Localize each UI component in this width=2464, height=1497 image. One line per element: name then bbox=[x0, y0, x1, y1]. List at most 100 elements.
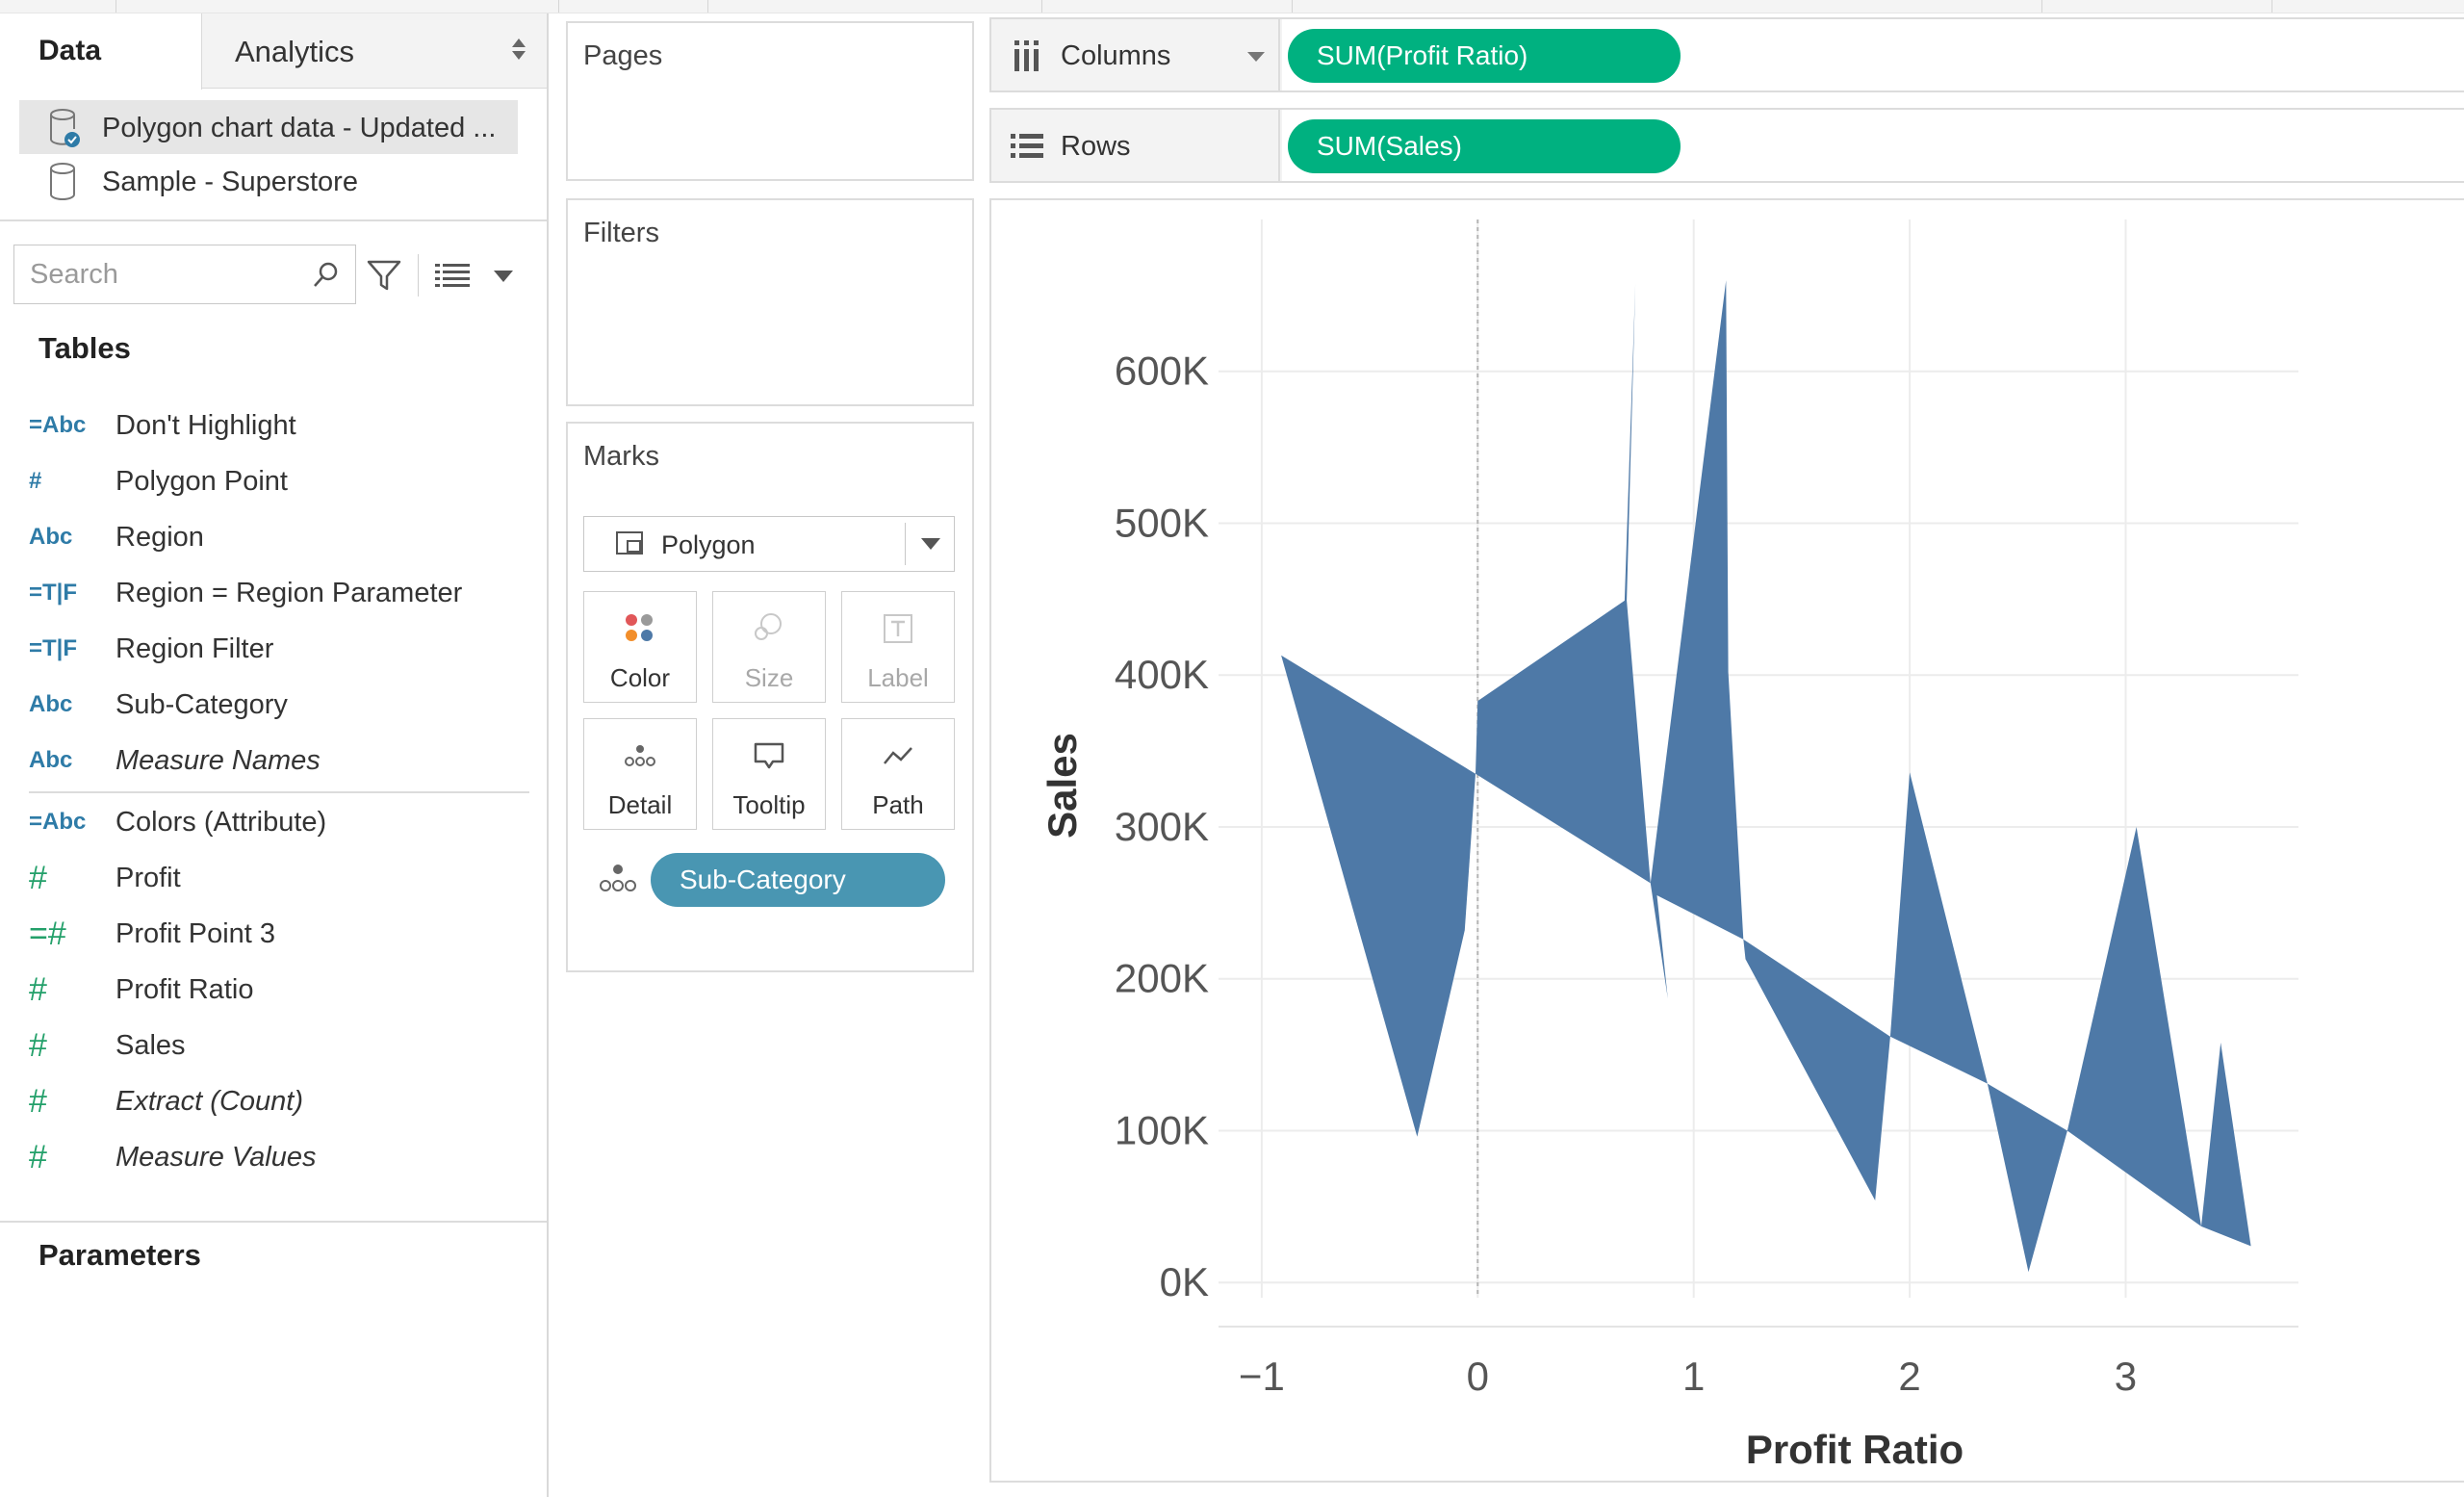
field-region-filter[interactable]: =T|F Region Filter bbox=[0, 622, 539, 676]
marks-card-title: Marks bbox=[583, 441, 659, 472]
field-label: Measure Names bbox=[116, 745, 321, 776]
sub-category-detail-pill[interactable]: Sub-Category bbox=[651, 853, 945, 907]
pages-card-title: Pages bbox=[583, 40, 663, 71]
tab-analytics-label: Analytics bbox=[235, 35, 355, 68]
database-connected-icon bbox=[50, 109, 80, 147]
filters-card[interactable]: Filters bbox=[566, 198, 974, 406]
marks-button-label: Detail bbox=[607, 790, 673, 819]
field-label: Measure Values bbox=[116, 1142, 317, 1173]
datasource-label: Sample - Superstore bbox=[102, 167, 358, 197]
x-tick-label: 3 bbox=[2115, 1354, 2137, 1399]
mark-type-dropdown[interactable]: Polygon bbox=[583, 516, 955, 572]
datasource-sample-superstore[interactable]: Sample - Superstore bbox=[19, 154, 518, 208]
field-measure-values[interactable]: # Measure Values bbox=[0, 1130, 539, 1184]
chevron-down-icon[interactable] bbox=[493, 270, 514, 283]
database-icon bbox=[50, 163, 75, 200]
marks-label-button[interactable]: Label bbox=[841, 591, 955, 703]
sum-profit-ratio-pill[interactable]: SUM(Profit Ratio) bbox=[1288, 29, 1681, 83]
polygon-mark-2[interactable] bbox=[1476, 283, 1651, 884]
chevron-down-icon[interactable] bbox=[1247, 52, 1265, 62]
polygon-mark-6[interactable] bbox=[1987, 1083, 2067, 1273]
measure-type-icon: # bbox=[29, 1139, 47, 1175]
dimension-type-icon: =Abc bbox=[29, 809, 87, 835]
polygon-mark-1[interactable] bbox=[1281, 655, 1476, 1137]
field-polygon-point[interactable]: # Polygon Point bbox=[0, 454, 539, 508]
marks-button-label: Tooltip bbox=[732, 790, 806, 819]
polygon-mark-4[interactable] bbox=[1743, 939, 1890, 1200]
marks-path-button[interactable]: Path bbox=[841, 718, 955, 830]
search-icon[interactable] bbox=[311, 261, 340, 290]
y-tick-label: 100K bbox=[1115, 1107, 1209, 1152]
x-tick-label: 2 bbox=[1898, 1354, 1920, 1399]
columns-drop-area[interactable]: SUM(Profit Ratio) bbox=[1282, 19, 2464, 90]
top-toolbar-strip bbox=[0, 0, 2464, 13]
tables-heading: Tables bbox=[38, 331, 131, 365]
field-region[interactable]: Abc Region bbox=[0, 510, 539, 564]
label-t-icon bbox=[884, 614, 912, 643]
rows-icon bbox=[1011, 134, 1043, 158]
field-colors-attribute[interactable]: =Abc Colors (Attribute) bbox=[0, 795, 539, 849]
field-extract-count[interactable]: # Extract (Count) bbox=[0, 1074, 539, 1128]
y-tick-label: 300K bbox=[1115, 804, 1209, 849]
marks-color-button[interactable]: Color bbox=[583, 591, 697, 703]
field-measure-names[interactable]: Abc Measure Names bbox=[0, 734, 539, 787]
columns-label: Columns bbox=[1061, 40, 1171, 71]
polygon-mark-5[interactable] bbox=[1889, 772, 1988, 1084]
filter-funnel-icon[interactable] bbox=[366, 258, 402, 293]
divider bbox=[0, 1221, 547, 1223]
dimension-type-icon: # bbox=[29, 468, 42, 494]
field-profit[interactable]: # Profit bbox=[0, 851, 539, 905]
dimension-type-icon: =Abc bbox=[29, 412, 87, 438]
chevron-down-icon[interactable] bbox=[921, 538, 940, 550]
polygon-chart[interactable]: 0K 100K 200K 300K 400K 500K 600K −1 0 1 2 3 Profit R… bbox=[991, 200, 2464, 1481]
polygon-mark-7[interactable] bbox=[2066, 827, 2201, 1226]
measure-type-icon bbox=[29, 1415, 106, 1469]
field-label: Region bbox=[116, 522, 204, 553]
tab-analytics[interactable]: Analytics bbox=[204, 13, 547, 89]
field-don-t-highlight[interactable]: =Abc Don't Highlight bbox=[0, 399, 539, 452]
field-label: Profit Ratio bbox=[116, 974, 254, 1005]
x-tick-label: 0 bbox=[1467, 1354, 1489, 1399]
rows-shelf-label[interactable]: Rows bbox=[991, 110, 1280, 181]
polygon-mark-8[interactable] bbox=[2201, 1043, 2251, 1247]
marks-size-button[interactable]: Size bbox=[712, 591, 826, 703]
y-tick-label: 200K bbox=[1115, 956, 1209, 1001]
dimension-type-icon: =T|F bbox=[29, 635, 78, 661]
field-label: Region Filter bbox=[116, 633, 274, 664]
size-circles-icon bbox=[755, 613, 782, 640]
parameters-heading: Parameters bbox=[38, 1238, 201, 1272]
measure-type-icon: # bbox=[29, 1027, 47, 1064]
field-region-region-parameter[interactable]: =T|F Region = Region Parameter bbox=[0, 566, 539, 620]
x-tick-label: 1 bbox=[1682, 1354, 1705, 1399]
sort-arrows-icon[interactable] bbox=[512, 39, 526, 62]
divider bbox=[0, 219, 547, 221]
parameter-top-customers[interactable] bbox=[0, 1415, 539, 1469]
x-tick-label: −1 bbox=[1239, 1354, 1285, 1399]
rows-drop-area[interactable]: SUM(Sales) bbox=[1282, 110, 2464, 181]
measure-type-icon: # bbox=[29, 1083, 47, 1120]
tab-data[interactable]: Data bbox=[0, 13, 202, 90]
measure-type-icon: # bbox=[29, 971, 47, 1008]
mark-type-label: Polygon bbox=[661, 530, 756, 559]
sum-sales-pill[interactable]: SUM(Sales) bbox=[1288, 119, 1681, 173]
polygon-mark-3[interactable] bbox=[1650, 280, 1744, 999]
marks-button-label: Size bbox=[744, 663, 794, 692]
y-tick-label: 600K bbox=[1115, 348, 1209, 394]
color-dots-icon bbox=[626, 614, 653, 641]
tooltip-bubble-icon bbox=[754, 742, 784, 769]
field-profit-ratio[interactable]: # Profit Ratio bbox=[0, 963, 539, 1017]
parameter-profit-bin-size[interactable] bbox=[0, 1303, 539, 1357]
marks-tooltip-button[interactable]: Tooltip bbox=[712, 718, 826, 830]
field-profit-point-3[interactable]: =# Profit Point 3 bbox=[0, 907, 539, 961]
field-sub-category[interactable]: Abc Sub-Category bbox=[0, 678, 539, 732]
columns-shelf: Columns SUM(Profit Ratio) bbox=[989, 17, 2464, 92]
columns-shelf-label[interactable]: Columns bbox=[991, 19, 1280, 90]
parameter-region-parameter[interactable] bbox=[0, 1359, 539, 1413]
pages-card[interactable]: Pages bbox=[566, 21, 974, 181]
field-label: Extract (Count) bbox=[116, 1086, 303, 1117]
field-sales[interactable]: # Sales bbox=[0, 1019, 539, 1072]
view-list-icon[interactable] bbox=[435, 262, 470, 289]
search-input[interactable] bbox=[30, 257, 309, 292]
marks-detail-button[interactable]: Detail bbox=[583, 718, 697, 830]
datasource-polygon-chart-data[interactable]: Polygon chart data - Updated ... bbox=[19, 100, 518, 154]
